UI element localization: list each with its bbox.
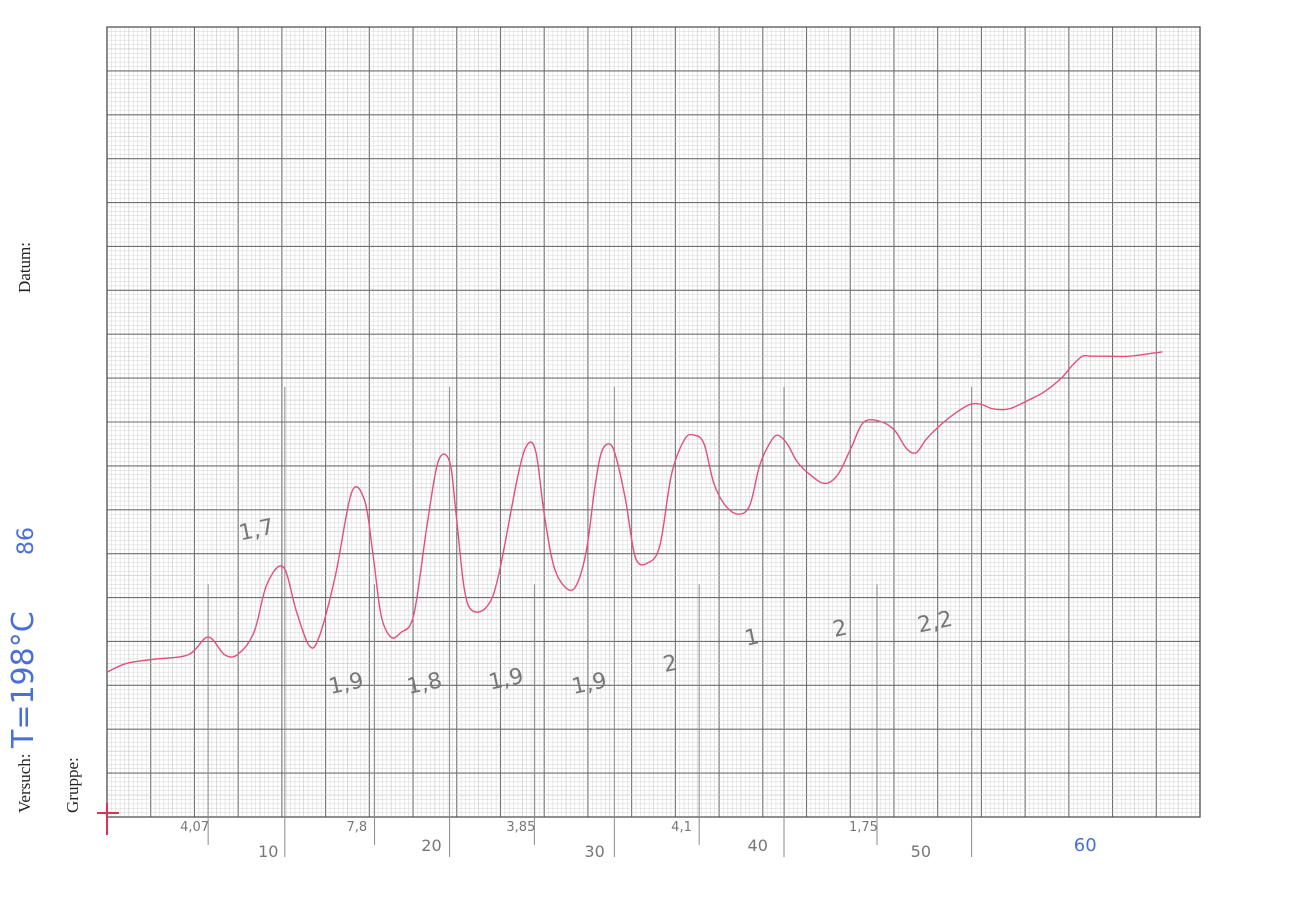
temperature-note: T=198°C	[6, 611, 41, 749]
spacing-label: 2	[661, 651, 680, 678]
peak-marker-lines: 4,07 7,8 3,85 4,1 1,75	[180, 386, 973, 857]
x-tick-label: 40	[748, 836, 768, 855]
x-tick-label: 30	[584, 842, 604, 861]
x-tick-label: 60	[1074, 835, 1097, 856]
peak-marker-label: 3,85	[506, 820, 535, 835]
x-tick-label: 20	[421, 836, 441, 855]
graph-grid	[106, 26, 1201, 818]
axis-ticks: 10 20 30 40 50 60	[258, 835, 1097, 861]
peak-marker-label: 1,75	[849, 820, 878, 835]
peak-marker-label: 4,07	[180, 820, 209, 835]
extra-note: 86	[14, 527, 39, 555]
origin-mark	[97, 803, 119, 835]
x-tick-label: 10	[258, 842, 278, 861]
measurement-curve	[106, 351, 1163, 673]
spacing-label: 2	[831, 616, 850, 643]
gruppe-label: Gruppe:	[63, 757, 82, 813]
peak-marker-label: 7,8	[347, 820, 368, 835]
handwritten-labels: 1,71,9 1,8 1,9 1,921 2 2,2	[237, 515, 955, 700]
versuch-label: Versuch:	[15, 754, 34, 813]
datum-label: Datum:	[15, 242, 34, 293]
spacing-label: 1	[743, 624, 762, 651]
grid-border	[106, 26, 1201, 818]
x-tick-label: 50	[911, 842, 931, 861]
peak-marker-label: 4,1	[671, 820, 692, 835]
